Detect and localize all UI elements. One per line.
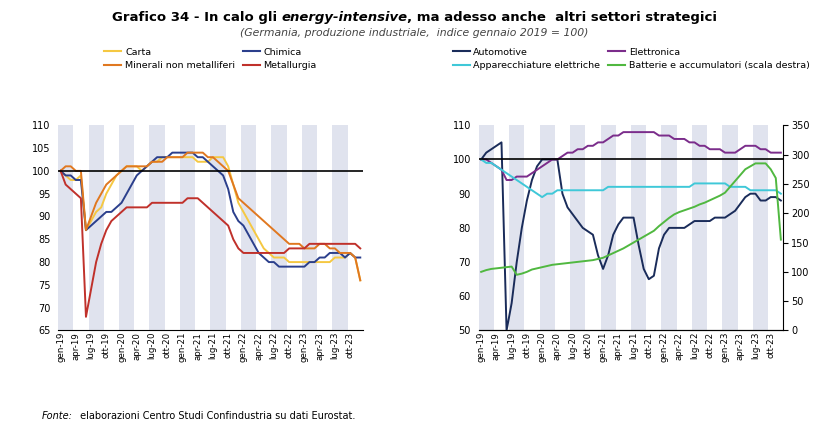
Bar [508, 125, 524, 330]
Bar [301, 125, 317, 330]
Bar [149, 125, 165, 330]
Bar [58, 125, 73, 330]
Bar [661, 125, 676, 330]
Text: , ma adesso anche  altri settori strategici: , ma adesso anche altri settori strategi… [407, 11, 716, 24]
Text: Fonte:: Fonte: [41, 411, 72, 421]
Text: (Germania, produzione industriale,  indice gennaio 2019 = 100): (Germania, produzione industriale, indic… [240, 28, 588, 38]
Bar [180, 125, 195, 330]
Bar [332, 125, 347, 330]
Bar [752, 125, 768, 330]
Legend: Automotive, Apparecchiature elettriche, Elettronica, Batterie e accumulatori (sc: Automotive, Apparecchiature elettriche, … [448, 44, 812, 74]
Bar [570, 125, 585, 330]
Text: energy-intensive: energy-intensive [281, 11, 407, 24]
Bar [210, 125, 225, 330]
Legend: Carta, Minerali non metalliferi, Chimica, Metallurgia: Carta, Minerali non metalliferi, Chimica… [100, 44, 320, 74]
Bar [539, 125, 554, 330]
Bar [89, 125, 104, 330]
Bar [691, 125, 706, 330]
Text: Grafico 34 - In calo gli: Grafico 34 - In calo gli [112, 11, 281, 24]
Bar [119, 125, 134, 330]
Bar [630, 125, 646, 330]
Bar [721, 125, 737, 330]
Bar [478, 125, 493, 330]
Bar [599, 125, 615, 330]
Text: elaborazioni Centro Studi Confindustria su dati Eurostat.: elaborazioni Centro Studi Confindustria … [77, 411, 355, 421]
Bar [241, 125, 256, 330]
Bar [271, 125, 286, 330]
